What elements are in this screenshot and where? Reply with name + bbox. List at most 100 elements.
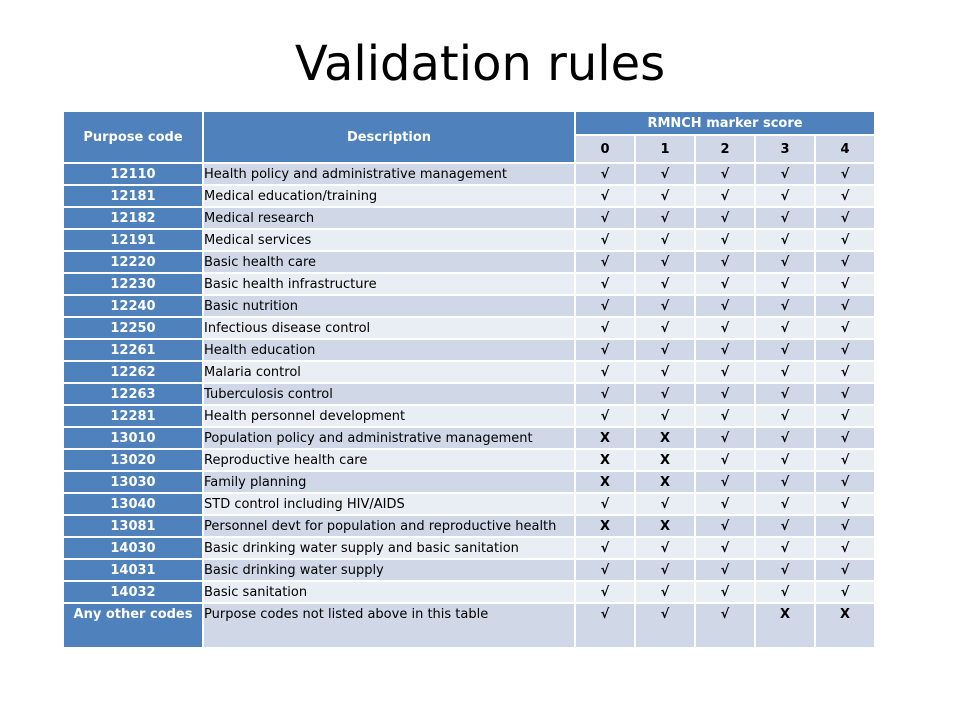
purpose-code-cell: 13030 <box>62 470 204 494</box>
table-row: 14030 Basic drinking water supply and bas… <box>62 536 877 560</box>
description-cell: Purpose codes not listed above in this t… <box>202 602 576 649</box>
marker-score-0-cell: √ <box>574 382 636 406</box>
table-row: 12220 Basic health care √ √ √ √ √ <box>62 250 877 274</box>
marker-score-1-cell: √ <box>634 404 696 428</box>
purpose-code-cell: 13081 <box>62 514 204 538</box>
header-score-0: 0 <box>574 134 636 164</box>
purpose-code-cell: 12263 <box>62 382 204 406</box>
marker-score-1-cell: √ <box>634 580 696 604</box>
table-row: Any other codes Purpose codes not listed … <box>62 602 877 649</box>
marker-score-0-cell: √ <box>574 360 636 384</box>
table-row: 12281 Health personnel development √ √ √ √ √ <box>62 404 877 428</box>
marker-score-2-cell: √ <box>694 162 756 186</box>
marker-score-2-cell: √ <box>694 514 756 538</box>
marker-score-3-cell: √ <box>754 470 816 494</box>
description-cell: Reproductive health care <box>202 448 576 472</box>
purpose-code-cell: 12230 <box>62 272 204 296</box>
purpose-code-cell: 14032 <box>62 580 204 604</box>
marker-score-3-cell: √ <box>754 492 816 516</box>
marker-score-4-cell: √ <box>813 536 877 560</box>
description-cell: Basic drinking water supply <box>202 558 576 582</box>
marker-score-0-cell: √ <box>574 272 636 296</box>
purpose-code-cell: Any other codes <box>62 602 204 649</box>
description-cell: Health education <box>202 338 576 362</box>
table-row: 13081 Personnel devt for population and r… <box>62 514 877 538</box>
table-row: 12240 Basic nutrition √ √ √ √ √ <box>62 294 877 318</box>
purpose-code-cell: 12240 <box>62 294 204 318</box>
header-row-top: Purpose code Description RMNCH marker sc… <box>62 110 877 164</box>
marker-score-4-cell: √ <box>813 404 877 428</box>
marker-score-0-cell: √ <box>574 580 636 604</box>
marker-score-3-cell: √ <box>754 536 816 560</box>
marker-score-0-cell: √ <box>574 316 636 340</box>
marker-score-0-cell: √ <box>574 602 636 649</box>
description-cell: Basic health infrastructure <box>202 272 576 296</box>
marker-score-4-cell: √ <box>813 426 877 450</box>
marker-score-4-cell: √ <box>813 470 877 494</box>
header-marker-score: RMNCH marker score <box>573 110 877 136</box>
marker-score-4-cell: √ <box>813 492 877 516</box>
marker-score-0-cell: √ <box>574 536 636 560</box>
marker-score-4-cell: √ <box>813 580 877 604</box>
description-cell: Basic drinking water supply and basic sa… <box>202 536 576 560</box>
table-row: 12262 Malaria control √ √ √ √ √ <box>62 360 877 384</box>
table-row: 13010 Population policy and administrativ… <box>62 426 877 450</box>
marker-score-2-cell: √ <box>694 426 756 450</box>
table-body: 12110 Health policy and administrative ma… <box>62 162 877 649</box>
marker-score-0-cell: √ <box>574 206 636 230</box>
marker-score-0-cell: √ <box>574 294 636 318</box>
marker-score-0-cell: √ <box>574 228 636 252</box>
table-row: 13030 Family planning X X √ √ √ <box>62 470 877 494</box>
marker-score-2-cell: √ <box>694 404 756 428</box>
header-score-2: 2 <box>694 134 756 164</box>
marker-score-3-cell: √ <box>754 382 816 406</box>
marker-score-2-cell: √ <box>694 558 756 582</box>
purpose-code-cell: 13020 <box>62 448 204 472</box>
description-cell: Health policy and administrative managem… <box>202 162 576 186</box>
marker-score-4-cell: √ <box>813 338 877 362</box>
purpose-code-cell: 12250 <box>62 316 204 340</box>
marker-score-4-cell: √ <box>813 448 877 472</box>
header-row-scores: 0 1 2 3 4 <box>63 134 877 164</box>
marker-score-1-cell: √ <box>634 206 696 230</box>
marker-score-4-cell: √ <box>813 514 877 538</box>
description-cell: Basic health care <box>202 250 576 274</box>
marker-score-2-cell: √ <box>694 602 756 649</box>
marker-score-1-cell: X <box>634 426 696 450</box>
marker-score-3-cell: √ <box>754 448 816 472</box>
description-cell: Basic nutrition <box>202 294 576 318</box>
marker-score-0-cell: √ <box>574 492 636 516</box>
marker-score-3-cell: √ <box>754 184 816 208</box>
purpose-code-cell: 12110 <box>62 162 204 186</box>
marker-score-4-cell: X <box>813 602 877 649</box>
purpose-code-cell: 12182 <box>62 206 204 230</box>
marker-score-2-cell: √ <box>694 184 756 208</box>
marker-score-3-cell: √ <box>754 580 816 604</box>
marker-score-1-cell: √ <box>634 492 696 516</box>
table-row: 12191 Medical services √ √ √ √ √ <box>62 228 877 252</box>
table-row: 13020 Reproductive health care X X √ √ √ <box>62 448 877 472</box>
marker-score-3-cell: √ <box>754 404 816 428</box>
marker-score-2-cell: √ <box>694 580 756 604</box>
marker-score-1-cell: √ <box>634 602 696 649</box>
purpose-code-cell: 12262 <box>62 360 204 384</box>
description-cell: Personnel devt for population and reprod… <box>202 514 576 538</box>
marker-score-1-cell: X <box>634 470 696 494</box>
marker-score-2-cell: √ <box>694 294 756 318</box>
header-description: Description <box>202 110 576 164</box>
marker-score-0-cell: √ <box>574 184 636 208</box>
marker-score-4-cell: √ <box>813 294 877 318</box>
marker-score-4-cell: √ <box>813 558 877 582</box>
marker-score-3-cell: √ <box>754 316 816 340</box>
marker-score-2-cell: √ <box>694 272 756 296</box>
marker-score-2-cell: √ <box>694 492 756 516</box>
marker-score-2-cell: √ <box>694 316 756 340</box>
description-cell: Family planning <box>202 470 576 494</box>
marker-score-3-cell: √ <box>754 360 816 384</box>
marker-score-0-cell: √ <box>574 558 636 582</box>
marker-score-1-cell: √ <box>634 228 696 252</box>
table-row: 12181 Medical education/training √ √ √ √ √ <box>62 184 877 208</box>
purpose-code-cell: 12281 <box>62 404 204 428</box>
header-score-1: 1 <box>634 134 696 164</box>
description-cell: Health personnel development <box>202 404 576 428</box>
